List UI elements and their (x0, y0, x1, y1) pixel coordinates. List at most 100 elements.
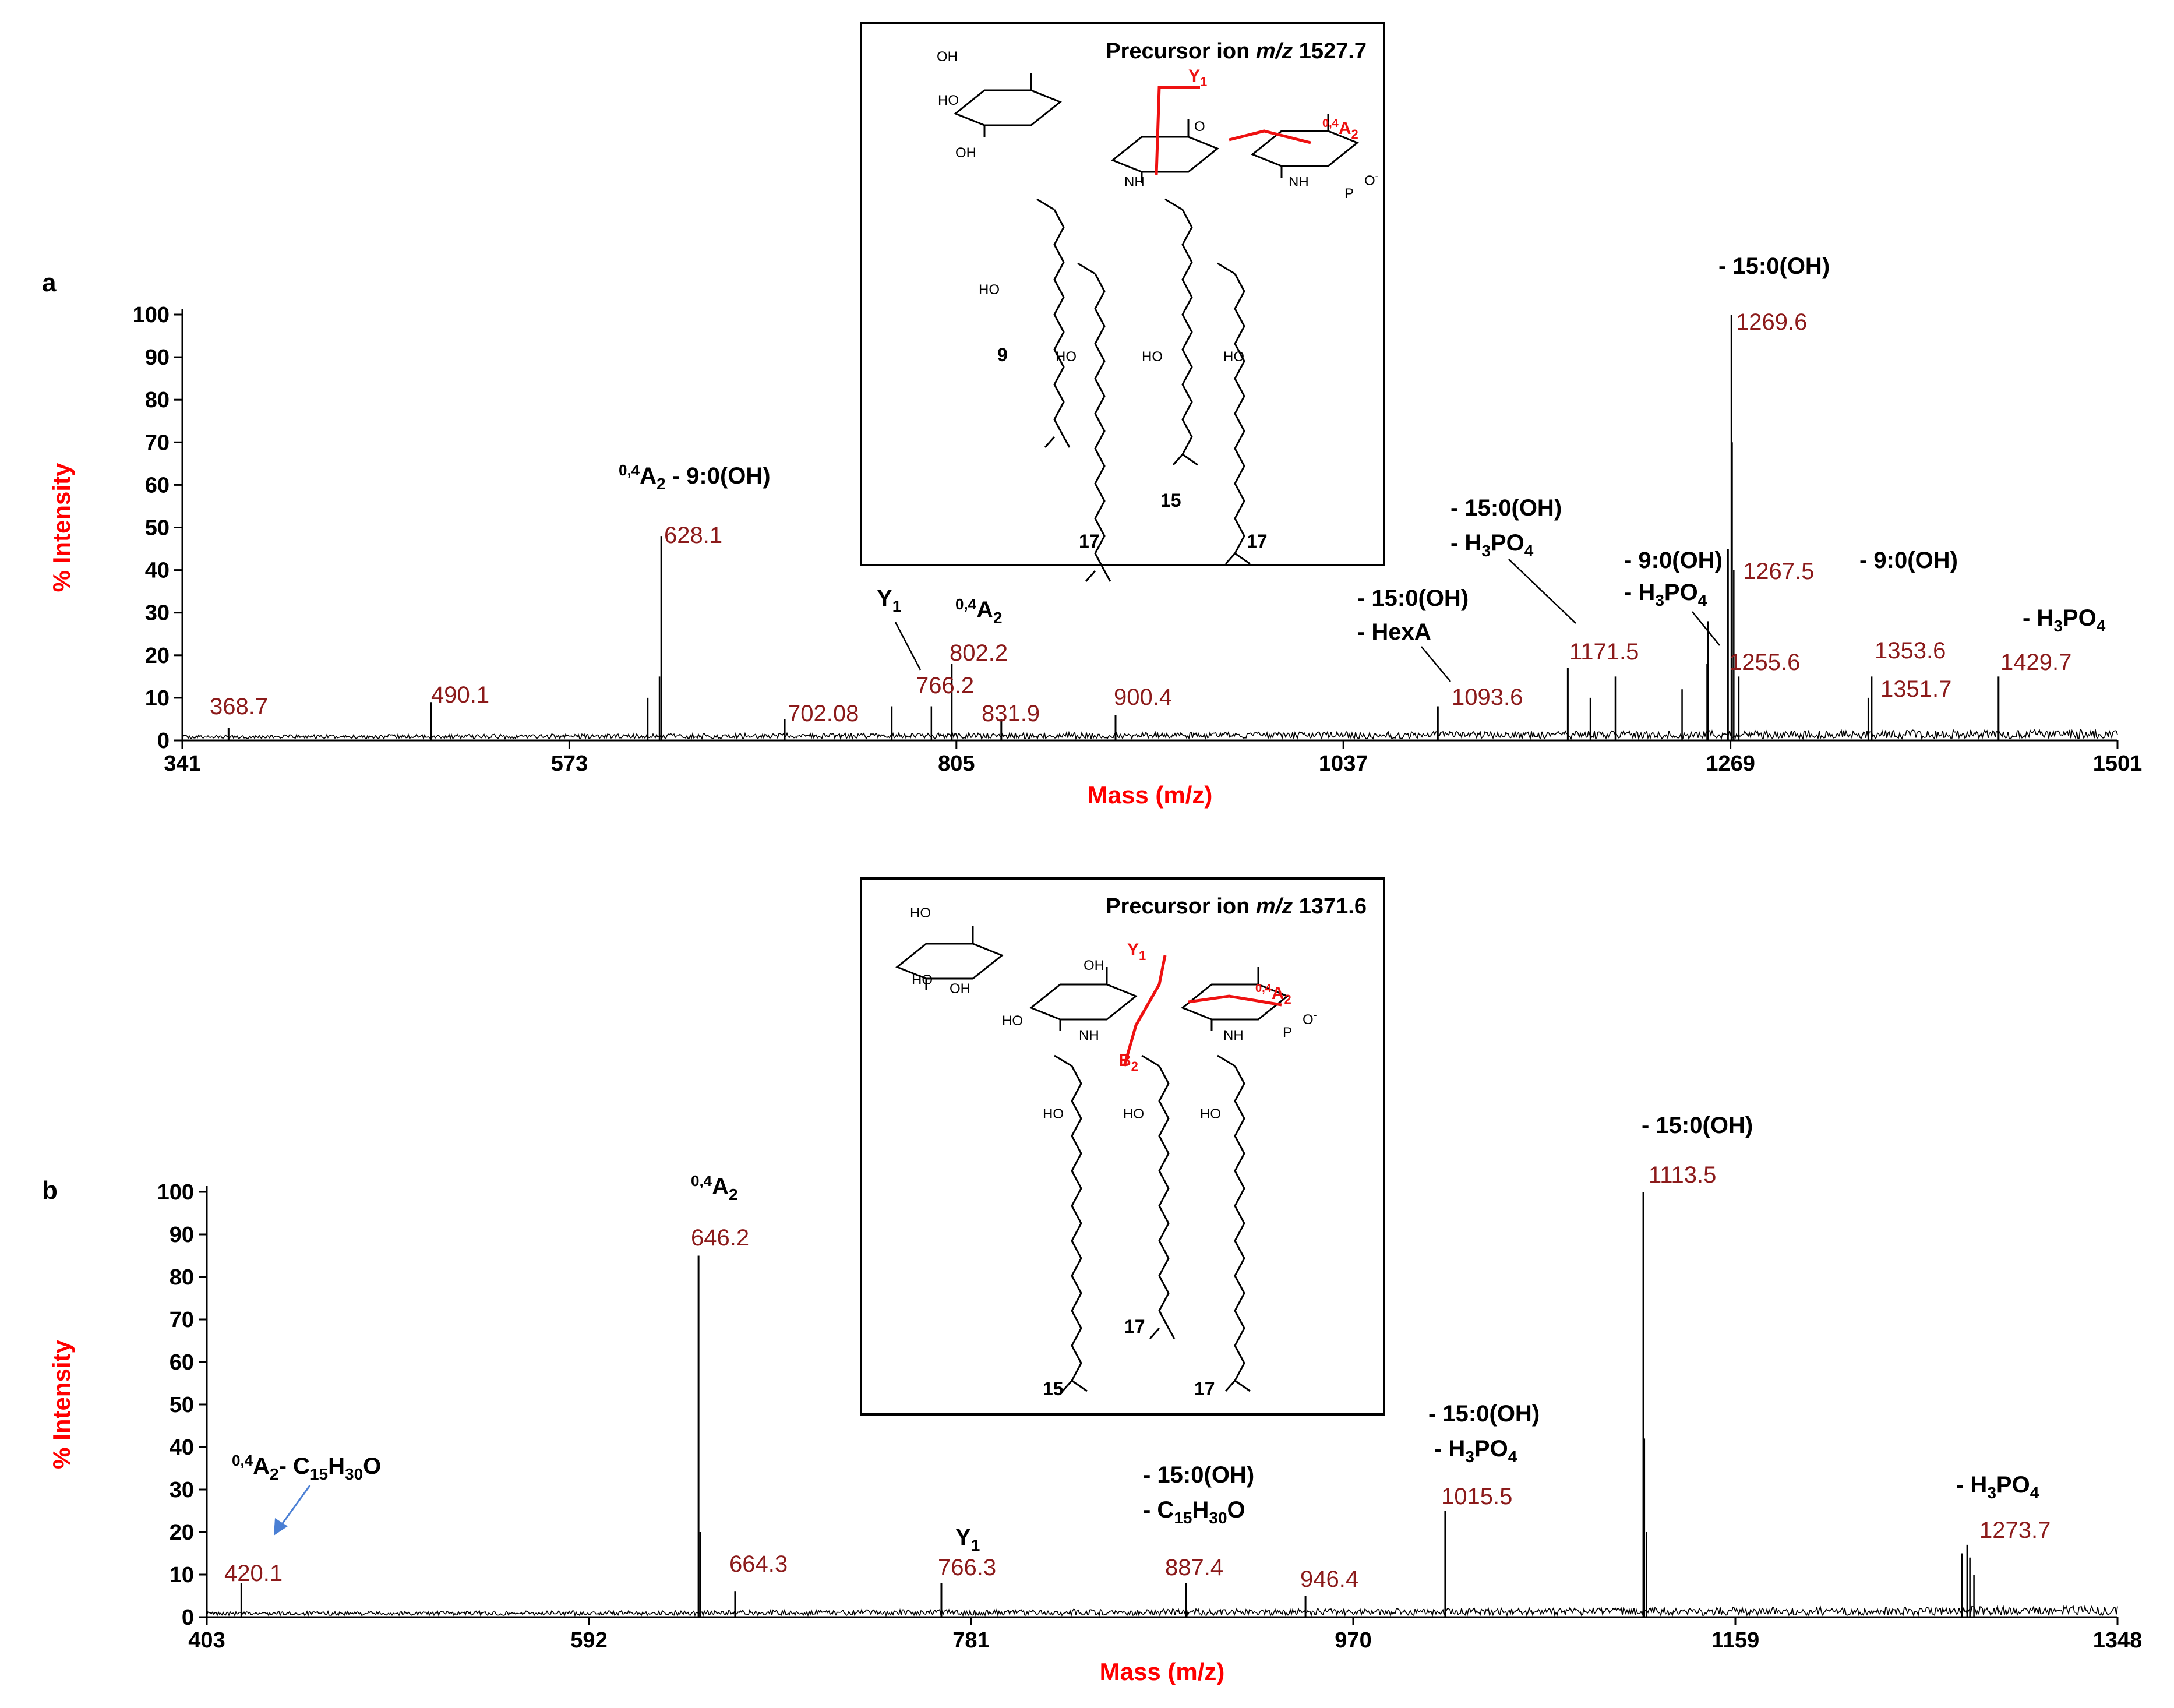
text-span: - H (1450, 530, 1481, 556)
subscript: 4 (1698, 591, 1707, 609)
cleavage-markers (1155, 86, 1311, 175)
cleavage-line (1229, 129, 1311, 144)
atom-label: HO (938, 93, 959, 108)
text-span: PO (1664, 580, 1698, 605)
text-span: 1527.7 (1293, 39, 1367, 63)
y-tick-label: 90 (145, 345, 170, 370)
panel-letter: a (42, 269, 57, 297)
x-tick-label: 341 (164, 751, 200, 776)
x-tick-label: 403 (188, 1628, 225, 1653)
subscript: 15 (1174, 1509, 1192, 1527)
x-tick-label: 970 (1335, 1628, 1371, 1653)
peak-label: 702.08 (788, 701, 859, 726)
y-tick-label: 0 (157, 729, 170, 753)
y-tick-label: 20 (145, 644, 170, 668)
superscript: 0,4 (232, 1452, 253, 1469)
peak-label: 831.9 (982, 701, 1040, 726)
chain-length-label: 17 (1194, 1378, 1215, 1399)
peak-label: 490.1 (431, 682, 489, 708)
subscript: 4 (2030, 1484, 2039, 1502)
text-span: H (1192, 1497, 1209, 1523)
y-tick-label: 100 (157, 1180, 194, 1205)
text-span: Y (955, 1525, 971, 1550)
y-axis-title: % Intensity (48, 463, 75, 592)
bond (1217, 1054, 1236, 1067)
structure-inset: Precursor ion m/z 1371.6 HO HO OH HO NH HO HO HO… (860, 877, 1385, 1416)
atom-label: OH (950, 981, 970, 997)
text-span: A (1339, 119, 1351, 138)
text-span: 0,4 (1322, 117, 1339, 130)
fragment-label: - H3PO4 (1434, 1436, 1517, 1466)
peak-label: 664.3 (729, 1551, 788, 1577)
y-tick-label: 80 (145, 388, 170, 412)
fatty-acyl-chain (1172, 209, 1198, 466)
fragment-label: - H3PO4 (1450, 530, 1534, 560)
subscript: 1 (892, 597, 902, 615)
fragment-label: - 15:0(OH) (1718, 253, 1830, 279)
y-tick-label: 40 (170, 1435, 194, 1460)
subscript: 2 (657, 475, 666, 493)
phosphate-p: P (1283, 1025, 1292, 1040)
baseline-trace (206, 1604, 2118, 1618)
structure-inset: Precursor ion m/z 1527.7 OH HO OH NH HO HO HO HO… (860, 22, 1385, 582)
cleavage-markers (1123, 955, 1282, 1067)
text-span: - H (2023, 605, 2053, 631)
text-span: m/z (1256, 894, 1293, 919)
peak-label: 1093.6 (1452, 684, 1523, 710)
panel-b: b 0 10 20 30 40 50 60 70 80 90 100 403 592 781 970 1159 1… (42, 877, 2142, 1685)
y-tick-label: 10 (170, 1563, 194, 1587)
atom-label: NH (1124, 174, 1145, 190)
subscript: 15 (310, 1465, 328, 1483)
text-span: 0,4 (1255, 982, 1272, 995)
arrow-head-icon (274, 1518, 288, 1536)
inset-title: Precursor ion m/z 1371.6 (1106, 894, 1367, 919)
x-tick-label: 1269 (1706, 751, 1755, 776)
superscript: 0,4 (955, 595, 977, 613)
atom-label: OH (955, 145, 976, 161)
bond (1217, 262, 1236, 275)
text-span: A (640, 463, 657, 489)
text-span: - 9:0(OH) (1624, 548, 1723, 573)
fragment-label: - 15:0(OH) (1428, 1401, 1540, 1427)
cleavage-label: 0,4A2 (1322, 117, 1358, 142)
text-span: - HexA (1357, 619, 1431, 645)
text-span: PO (2063, 605, 2097, 631)
text-span: Y (1188, 66, 1200, 86)
atom-label: HO (1200, 1106, 1221, 1122)
text-span: - 15:0(OH) (1450, 495, 1562, 521)
fragment-label: - 15:0(OH) (1357, 585, 1469, 611)
inset-frame (860, 877, 1385, 1416)
cleavage-label: 0,4A2 (1255, 982, 1291, 1007)
text-span: B (1118, 1051, 1131, 1070)
text-span: H (328, 1453, 345, 1479)
y-tick-label: 0 (182, 1605, 194, 1630)
inset-title: Precursor ion m/z 1527.7 (1106, 39, 1367, 63)
subscript: 3 (2053, 617, 2063, 635)
text-span: 2 (1351, 127, 1358, 142)
text-span: Precursor ion (1106, 894, 1256, 919)
fragment-label: - 15:0(OH) (1450, 495, 1562, 521)
peak-label: 368.7 (210, 694, 268, 719)
text-span: 1 (1200, 75, 1207, 89)
subscript: 1 (971, 1536, 980, 1554)
fragment-label: Y1 (877, 585, 901, 615)
fragment-label: - 15:0(OH) (1143, 1462, 1254, 1488)
text-span: A (976, 597, 993, 623)
y-tick-label: 50 (145, 516, 170, 541)
peak-label: 1353.6 (1875, 638, 1946, 664)
fragment-label: - 9:0(OH) (1859, 548, 1958, 573)
x-tick-label: 1501 (2093, 751, 2143, 776)
chain-length-label: 17 (1079, 531, 1100, 552)
peak-label: 1255.6 (1729, 650, 1800, 675)
text-span: - 15:0(OH) (1642, 1113, 1753, 1138)
cleavage-label: B2 (1118, 1051, 1138, 1074)
chain-length-label: 9 (997, 344, 1008, 365)
x-axis-title: Mass (m/z) (1088, 781, 1213, 809)
fatty-acyl-chain (1224, 273, 1251, 565)
atom-label: OH (1084, 958, 1104, 973)
atom-label: HO (1043, 1106, 1064, 1122)
y-tick-label: 40 (145, 559, 170, 583)
subscript: 2 (729, 1185, 738, 1204)
y-tick-label: 90 (170, 1223, 194, 1247)
peak-label: 1269.6 (1736, 309, 1807, 335)
